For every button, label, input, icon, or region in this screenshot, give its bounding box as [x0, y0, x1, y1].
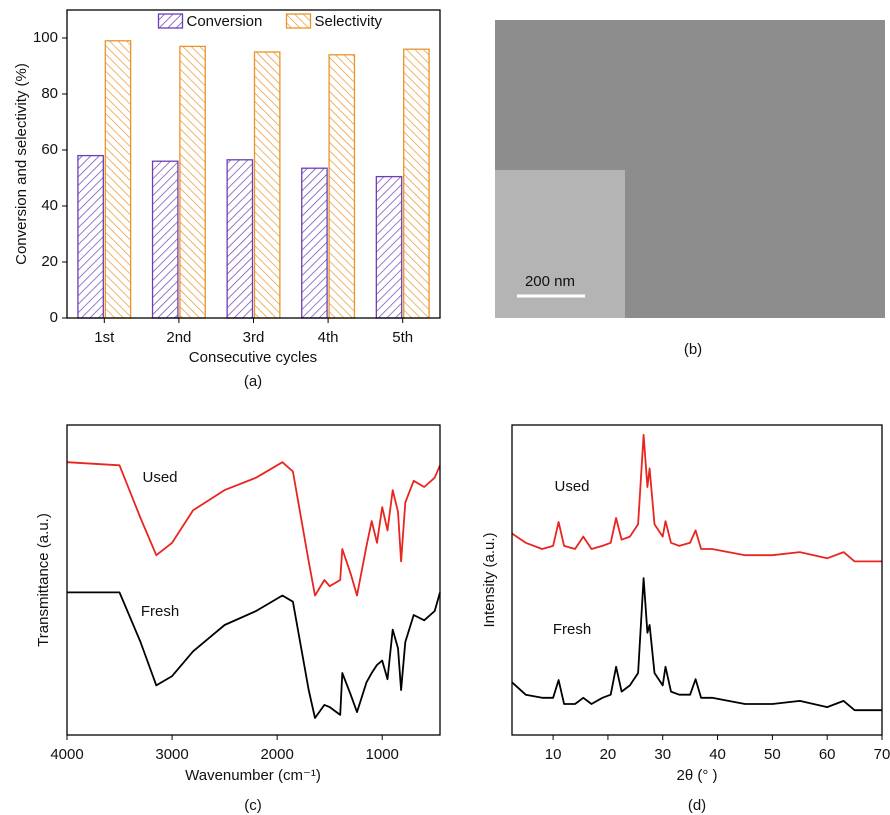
spectrum-line — [512, 435, 882, 562]
spectrum-line — [67, 462, 440, 595]
spectrum-line — [67, 592, 440, 718]
series-label: Used — [142, 469, 177, 486]
plot-frame — [512, 425, 882, 735]
x-axis-label: Consecutive cycles — [189, 349, 317, 366]
y-tick-label: 100 — [33, 29, 58, 46]
legend-label: Selectivity — [315, 13, 383, 30]
x-tick-label: 30 — [654, 746, 671, 763]
bar — [153, 161, 178, 318]
caption: (c) — [244, 797, 262, 814]
caption: (b) — [684, 341, 702, 358]
bar — [404, 49, 429, 318]
spectrum-line — [512, 578, 882, 710]
x-tick-label: 2nd — [166, 329, 191, 346]
figure: 0 20 40 60 80 100 1st 2nd 3rd 4th 5th Conversion Sel… — [0, 0, 890, 815]
x-tick-label: 70 — [874, 746, 890, 763]
x-tick-label: 50 — [764, 746, 781, 763]
x-tick-label: 5th — [392, 329, 413, 346]
plot-frame — [67, 425, 440, 735]
legend-label: Conversion — [187, 13, 263, 30]
x-tick-label: 10 — [545, 746, 562, 763]
bar — [105, 41, 130, 318]
y-tick-label: 80 — [41, 85, 58, 102]
x-tick-label: 20 — [600, 746, 617, 763]
x-axis-label: 2θ (° ) — [676, 767, 717, 784]
y-axis-label: Conversion and selectivity (%) — [13, 63, 30, 265]
series-label: Fresh — [141, 603, 179, 620]
y-tick-label: 0 — [50, 309, 58, 326]
x-tick-label: 3rd — [243, 329, 265, 346]
x-tick-label: 60 — [819, 746, 836, 763]
series-label: Fresh — [553, 621, 591, 638]
legend-swatch — [287, 14, 311, 28]
x-tick-label: 1st — [94, 329, 115, 346]
x-tick-label: 4000 — [50, 746, 83, 763]
bar — [376, 177, 401, 318]
bar — [255, 52, 280, 318]
bar — [329, 55, 354, 318]
x-tick-label: 40 — [709, 746, 726, 763]
y-tick-label: 20 — [41, 253, 58, 270]
y-tick-label: 40 — [41, 197, 58, 214]
x-tick-label: 2000 — [260, 746, 293, 763]
x-axis-label: Wavenumber (cm⁻¹) — [185, 767, 321, 784]
bar — [180, 46, 205, 318]
y-axis-label: Intensity (a.u.) — [481, 532, 498, 627]
bar — [78, 156, 103, 318]
bar — [302, 168, 327, 318]
caption: (a) — [244, 373, 262, 390]
x-tick-label: 1000 — [366, 746, 399, 763]
y-tick-label: 60 — [41, 141, 58, 158]
y-axis-label: Transmittance (a.u.) — [35, 513, 52, 647]
x-tick-label: 3000 — [155, 746, 188, 763]
series-label: Used — [554, 478, 589, 495]
scale-bar-label: 200 nm — [525, 273, 575, 290]
caption: (d) — [688, 797, 706, 814]
x-tick-label: 4th — [318, 329, 339, 346]
bar — [227, 160, 252, 318]
legend-swatch — [159, 14, 183, 28]
